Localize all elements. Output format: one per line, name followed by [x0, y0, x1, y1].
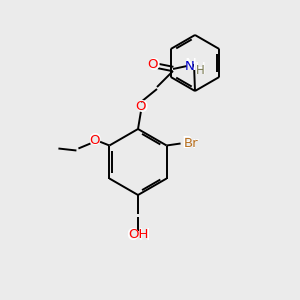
- Text: H: H: [195, 62, 206, 77]
- Text: OH: OH: [126, 227, 150, 242]
- Text: Br: Br: [183, 137, 198, 150]
- Text: OH: OH: [128, 229, 148, 242]
- Text: H: H: [196, 64, 204, 76]
- Text: O: O: [135, 100, 147, 115]
- Text: N: N: [184, 58, 196, 74]
- Text: O: O: [147, 58, 159, 73]
- Text: O: O: [136, 100, 146, 113]
- Text: O: O: [89, 134, 100, 147]
- Text: N: N: [185, 59, 195, 73]
- Text: Br: Br: [182, 136, 200, 151]
- Text: O: O: [148, 58, 158, 71]
- Text: O: O: [88, 133, 101, 148]
